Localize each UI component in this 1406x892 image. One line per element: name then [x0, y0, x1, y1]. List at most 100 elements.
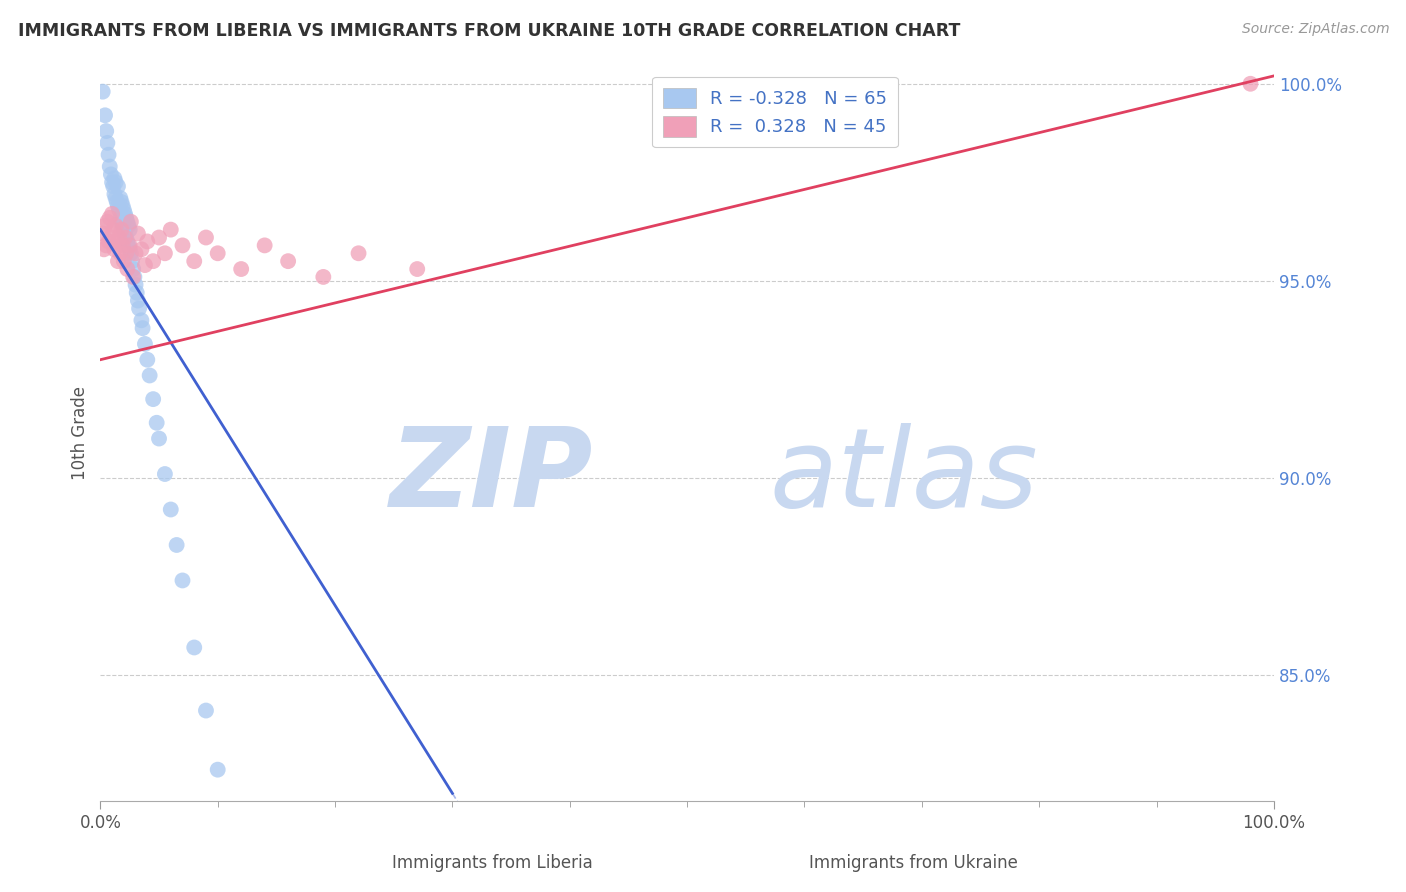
- Point: [107, 254, 129, 268]
- Point: [110, 222, 132, 236]
- Point: [98, 160, 121, 174]
- Point: [91, 85, 114, 99]
- Point: [110, 194, 132, 209]
- Point: [194, 230, 217, 244]
- Point: [108, 230, 131, 244]
- Point: [153, 246, 176, 260]
- Point: [114, 227, 136, 241]
- Point: [107, 179, 129, 194]
- Point: [94, 108, 117, 122]
- Text: IMMIGRANTS FROM LIBERIA VS IMMIGRANTS FROM UKRAINE 10TH GRADE CORRELATION CHART: IMMIGRANTS FROM LIBERIA VS IMMIGRANTS FR…: [18, 22, 960, 40]
- Text: Source: ZipAtlas.com: Source: ZipAtlas.com: [1241, 22, 1389, 37]
- Point: [142, 254, 165, 268]
- Point: [122, 262, 145, 277]
- Point: [104, 219, 127, 233]
- Point: [406, 262, 429, 277]
- Point: [183, 254, 205, 268]
- Point: [114, 230, 136, 244]
- Point: [117, 238, 139, 252]
- Point: [159, 222, 181, 236]
- Point: [172, 238, 194, 252]
- Point: [118, 238, 141, 252]
- Point: [172, 574, 194, 588]
- Point: [115, 246, 138, 260]
- Point: [138, 368, 160, 383]
- Point: [96, 238, 118, 252]
- Point: [94, 219, 117, 233]
- Point: [104, 191, 127, 205]
- Point: [122, 269, 145, 284]
- Point: [148, 230, 170, 244]
- Point: [103, 222, 125, 236]
- Point: [277, 254, 299, 268]
- Point: [117, 262, 139, 277]
- Point: [110, 246, 132, 260]
- Point: [115, 230, 138, 244]
- Point: [124, 246, 146, 260]
- Point: [103, 179, 125, 194]
- Point: [131, 243, 153, 257]
- Point: [111, 199, 134, 213]
- Point: [105, 194, 128, 209]
- Point: [312, 269, 335, 284]
- Y-axis label: 10th Grade: 10th Grade: [72, 385, 89, 480]
- Point: [117, 215, 139, 229]
- Point: [124, 277, 146, 292]
- Point: [96, 124, 118, 138]
- Point: [1239, 77, 1261, 91]
- Point: [142, 392, 165, 406]
- Point: [153, 467, 176, 481]
- Point: [115, 211, 138, 225]
- Point: [114, 207, 136, 221]
- Point: [107, 199, 129, 213]
- Point: [207, 246, 229, 260]
- Point: [101, 175, 124, 189]
- Point: [347, 246, 370, 260]
- Point: [112, 222, 135, 236]
- Point: [145, 416, 167, 430]
- Point: [111, 238, 134, 252]
- Text: Immigrants from Ukraine: Immigrants from Ukraine: [810, 855, 1018, 872]
- Legend: R = -0.328   N = 65, R =  0.328   N = 45: R = -0.328 N = 65, R = 0.328 N = 45: [652, 77, 898, 147]
- Point: [104, 175, 127, 189]
- Point: [96, 136, 118, 150]
- Point: [131, 313, 153, 327]
- Point: [127, 227, 149, 241]
- Point: [159, 502, 181, 516]
- Point: [124, 269, 146, 284]
- Point: [194, 704, 217, 718]
- Point: [93, 243, 115, 257]
- Point: [231, 262, 253, 277]
- Point: [105, 235, 128, 249]
- Point: [136, 352, 159, 367]
- Point: [134, 337, 156, 351]
- Point: [100, 168, 122, 182]
- Point: [131, 321, 153, 335]
- Point: [128, 301, 150, 316]
- Point: [103, 171, 125, 186]
- Point: [231, 865, 253, 880]
- Text: ZIP: ZIP: [389, 424, 593, 531]
- Point: [98, 211, 121, 225]
- Point: [118, 243, 141, 257]
- Point: [100, 230, 122, 244]
- Point: [134, 258, 156, 272]
- Point: [136, 235, 159, 249]
- Point: [253, 238, 276, 252]
- Point: [110, 191, 132, 205]
- Text: Immigrants from Liberia: Immigrants from Liberia: [392, 855, 592, 872]
- Point: [120, 246, 142, 260]
- Point: [183, 640, 205, 655]
- Point: [103, 187, 125, 202]
- Point: [111, 219, 134, 233]
- Point: [125, 285, 148, 300]
- Text: atlas: atlas: [769, 424, 1038, 531]
- Point: [110, 211, 132, 225]
- Point: [101, 207, 124, 221]
- Point: [207, 763, 229, 777]
- Point: [121, 254, 143, 268]
- Point: [97, 147, 120, 161]
- Point: [118, 222, 141, 236]
- Point: [120, 215, 142, 229]
- Point: [97, 235, 120, 249]
